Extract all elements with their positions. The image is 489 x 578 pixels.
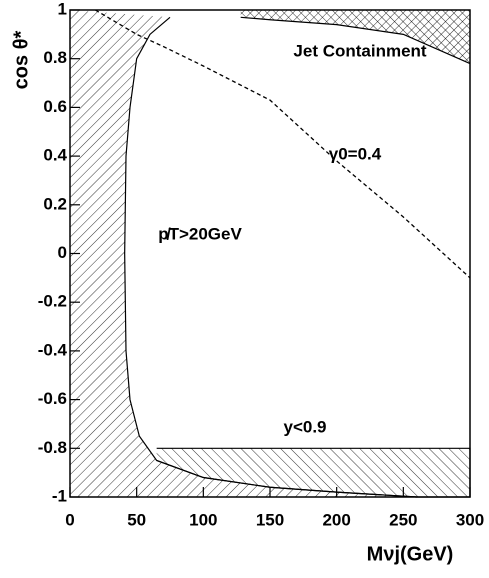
x-tick-label: 150 <box>256 510 284 529</box>
hatched-region <box>70 10 417 497</box>
x-tick-label: 200 <box>322 510 350 529</box>
dashed-curve <box>95 9 471 279</box>
region-boundary <box>124 16 417 498</box>
y-tick-label: -0.4 <box>38 340 68 359</box>
region-boundary <box>240 16 471 65</box>
x-tick-label: 50 <box>127 510 146 529</box>
region-label: y<0.9 <box>283 417 326 436</box>
y-tick-label: -1 <box>52 486 67 505</box>
x-tick-label: 250 <box>389 510 417 529</box>
region-label: Jet Containment <box>293 41 427 60</box>
hatched-region <box>156 448 470 497</box>
x-axis-label: Mνj(GeV) <box>367 543 454 565</box>
y-tick-label: 0.4 <box>43 146 67 165</box>
y-tick-label: -0.8 <box>38 438 67 457</box>
x-tick-label: 0 <box>65 510 74 529</box>
curve-label: γ0=0.4 <box>329 144 382 163</box>
y-tick-label: 0.2 <box>43 194 67 213</box>
x-tick-label: 300 <box>456 510 484 529</box>
x-tick-label: 100 <box>189 510 217 529</box>
y-tick-label: 1 <box>58 0 67 18</box>
y-axis-label: cos θ* <box>10 30 32 89</box>
plot-area <box>70 9 471 498</box>
hatched-region <box>240 10 470 64</box>
y-tick-label: -0.2 <box>38 292 67 311</box>
y-tick-label: 0 <box>58 243 67 262</box>
y-tick-label: 0.6 <box>43 97 67 116</box>
y-tick-label: -0.6 <box>38 389 67 408</box>
region-label: p̸T>20GeV <box>158 224 242 243</box>
y-tick-label: 0.8 <box>43 48 67 67</box>
